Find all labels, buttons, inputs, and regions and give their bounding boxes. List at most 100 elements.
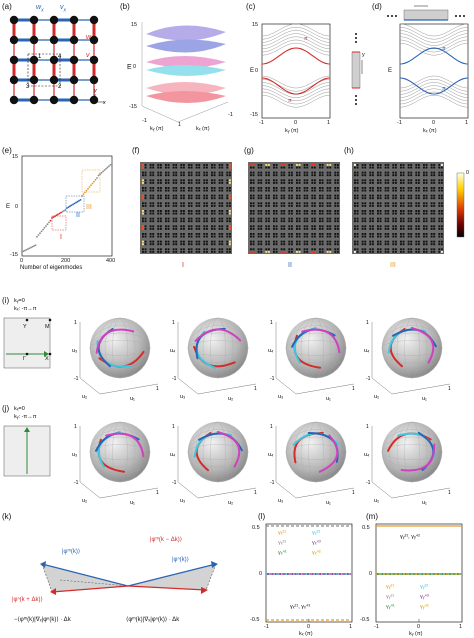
site-amplitude	[410, 220, 413, 223]
eigenmode-point	[48, 221, 50, 224]
site-amplitude	[417, 179, 420, 182]
eigenmode-spectrum	[21, 155, 113, 257]
site-amplitude	[433, 243, 436, 246]
lattice-site	[29, 75, 39, 85]
site-amplitude	[157, 225, 160, 228]
site-amplitude	[433, 227, 436, 230]
site-amplitude	[275, 250, 278, 253]
site-amplitude	[387, 179, 390, 182]
site-amplitude	[157, 164, 160, 166]
site-amplitude	[213, 210, 216, 212]
site-amplitude	[198, 233, 201, 235]
site-amplitude	[423, 174, 425, 177]
wx-label: wx	[36, 4, 44, 14]
site-amplitude	[329, 243, 332, 246]
site-amplitude	[203, 210, 206, 212]
site-amplitude	[203, 179, 206, 182]
site-amplitude	[371, 204, 374, 207]
site-amplitude	[334, 189, 337, 192]
site-amplitude	[313, 248, 316, 251]
site-amplitude	[157, 166, 160, 169]
site-amplitude	[188, 248, 190, 251]
site-amplitude	[280, 164, 283, 166]
site-amplitude	[296, 187, 298, 189]
sphere-tick: -1	[270, 480, 275, 486]
site-amplitude	[198, 212, 201, 215]
site-amplitude	[394, 197, 397, 200]
site-amplitude	[306, 225, 309, 228]
site-amplitude	[415, 194, 418, 197]
lattice-site	[89, 75, 99, 85]
site-amplitude	[296, 204, 298, 207]
eigenmode-point	[49, 219, 52, 222]
site-amplitude	[321, 220, 324, 223]
site-amplitude	[298, 233, 301, 235]
l-legend-4: γₓ⁴³	[312, 540, 321, 546]
site-amplitude	[356, 194, 359, 197]
site-amplitude	[221, 212, 224, 215]
eigenvector-trajectory	[194, 328, 242, 342]
site-amplitude	[273, 233, 275, 235]
site-amplitude	[407, 179, 410, 182]
site-amplitude	[288, 194, 291, 197]
site-amplitude	[369, 179, 372, 182]
site-amplitude	[195, 220, 198, 223]
site-amplitude	[394, 179, 397, 182]
edge-state-band	[261, 47, 331, 65]
site-amplitude	[288, 240, 291, 243]
site-amplitude	[182, 248, 185, 251]
site-amplitude	[172, 210, 175, 212]
site-amplitude	[144, 233, 147, 235]
site-amplitude	[361, 189, 364, 192]
site-amplitude	[387, 212, 390, 215]
site-amplitude	[175, 187, 178, 189]
site-amplitude	[361, 220, 364, 223]
site-amplitude	[356, 217, 359, 220]
eigenmode-point	[94, 178, 97, 181]
b-ylabel: E	[127, 64, 132, 71]
site-amplitude	[172, 240, 175, 243]
site-amplitude	[326, 194, 329, 197]
site-amplitude	[280, 179, 283, 182]
site-amplitude	[218, 243, 221, 246]
site-amplitude	[205, 227, 208, 230]
bz-point-X: X	[45, 356, 49, 362]
site-amplitude	[252, 233, 255, 235]
site-amplitude	[149, 197, 152, 200]
site-amplitude	[180, 250, 183, 253]
site-amplitude	[213, 235, 216, 238]
site-amplitude	[275, 204, 278, 207]
site-amplitude	[313, 194, 316, 197]
site-amplitude	[250, 225, 252, 228]
site-amplitude	[371, 189, 374, 192]
site-amplitude	[298, 240, 301, 243]
site-amplitude	[356, 189, 359, 192]
site-amplitude	[371, 233, 374, 235]
site-amplitude	[410, 204, 413, 207]
site-amplitude	[356, 225, 359, 228]
site-amplitude	[303, 233, 306, 235]
site-amplitude	[334, 174, 337, 177]
site-amplitude	[265, 197, 268, 200]
site-amplitude	[361, 187, 364, 189]
site-amplitude	[182, 181, 185, 184]
site-amplitude	[394, 233, 397, 235]
site-amplitude	[394, 250, 397, 253]
site-amplitude	[182, 233, 185, 235]
site-amplitude	[195, 235, 198, 238]
site-amplitude	[182, 243, 185, 246]
site-amplitude	[213, 179, 216, 182]
phi-m-k: |φᵐ(k)⟩	[62, 549, 81, 555]
site-amplitude	[157, 248, 160, 251]
site-amplitude	[364, 179, 367, 182]
site-amplitude	[290, 217, 293, 220]
site-amplitude	[180, 204, 183, 207]
site-amplitude	[265, 217, 268, 220]
site-amplitude	[423, 194, 425, 197]
site-amplitude	[188, 217, 190, 220]
site-amplitude	[387, 217, 390, 220]
site-amplitude	[159, 189, 162, 192]
site-amplitude	[394, 202, 397, 205]
site-amplitude	[218, 204, 221, 207]
site-amplitude	[265, 202, 268, 205]
